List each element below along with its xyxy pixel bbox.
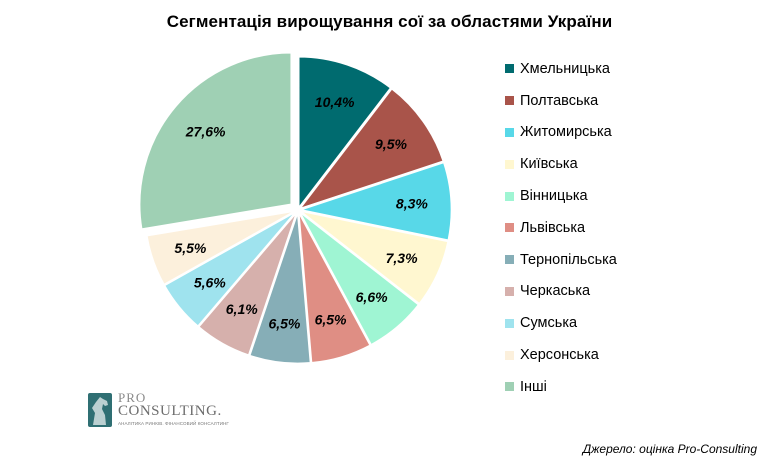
legend: Хмельницька Полтавська Житомирська Київська… — [505, 53, 617, 403]
slice-value-label: 7,3% — [386, 250, 418, 266]
legend-swatch — [505, 159, 514, 169]
legend-label: Львівська — [520, 219, 586, 236]
legend-item: Інші — [505, 371, 617, 403]
legend-label: Черкаська — [520, 283, 591, 300]
horse-logo-icon — [88, 393, 112, 427]
slice-value-label: 6,5% — [315, 311, 347, 327]
legend-label: Житомирська — [520, 124, 612, 141]
legend-item: Херсонська — [505, 339, 617, 371]
legend-swatch — [505, 96, 514, 106]
legend-item: Львівська — [505, 212, 617, 244]
legend-swatch — [505, 382, 514, 392]
slice-value-label: 27,6% — [185, 124, 226, 140]
legend-swatch — [505, 350, 514, 360]
logo-name-text: CONSULTING. — [118, 403, 222, 419]
logo-tagline: АНАЛІТИКА РИНКІВ. ФІНАНСОВИЙ КОНСАЛТИНГ — [118, 421, 229, 426]
legend-swatch — [505, 191, 514, 201]
logo-pro-text: PRO — [118, 390, 147, 405]
slice-value-label: 5,5% — [174, 240, 206, 256]
pie-slice-2 — [296, 87, 445, 212]
legend-swatch — [505, 127, 514, 137]
legend-item: Тернопільська — [505, 244, 617, 276]
slice-value-label: 10,4% — [315, 94, 355, 110]
slice-value-label: 9,5% — [375, 136, 407, 152]
legend-label: Інші — [520, 378, 547, 395]
legend-item: Вінницька — [505, 180, 617, 212]
slice-value-label: 8,3% — [396, 195, 428, 211]
legend-item: Черкаська — [505, 276, 617, 308]
legend-label: Тернопільська — [520, 251, 617, 268]
legend-label: Сумська — [520, 315, 578, 332]
legend-item: Житомирська — [505, 117, 617, 149]
pie-slice-1 — [297, 55, 393, 212]
legend-label: Херсонська — [520, 347, 599, 364]
pro-consulting-logo: PRO CONSULTING. АНАЛІТИКА РИНКІВ. ФІНАНС… — [88, 390, 238, 432]
legend-item: Полтавська — [505, 85, 617, 117]
slice-value-label: 6,1% — [226, 301, 258, 317]
slice-value-label: 6,5% — [268, 315, 300, 331]
slice-value-label: 5,6% — [194, 274, 226, 290]
legend-label: Вінницька — [520, 188, 588, 205]
source-note: Джерело: оцінка Pro-Consulting — [582, 442, 757, 456]
legend-item: Київська — [505, 148, 617, 180]
legend-item: Хмельницька — [505, 53, 617, 85]
legend-label: Полтавська — [520, 92, 599, 109]
legend-label: Хмельницька — [520, 60, 610, 77]
legend-swatch — [505, 223, 514, 233]
legend-swatch — [505, 286, 514, 296]
legend-swatch — [505, 255, 514, 265]
slice-value-label: 6,6% — [356, 289, 388, 305]
chart-title: Сегментація вирощування сої за областями… — [166, 12, 613, 31]
pie-slice-11 — [138, 51, 293, 231]
legend-swatch — [505, 318, 514, 328]
pie-slice-10 — [145, 209, 297, 287]
legend-label: Київська — [520, 156, 578, 173]
legend-item: Сумська — [505, 307, 617, 339]
legend-swatch — [505, 64, 514, 74]
